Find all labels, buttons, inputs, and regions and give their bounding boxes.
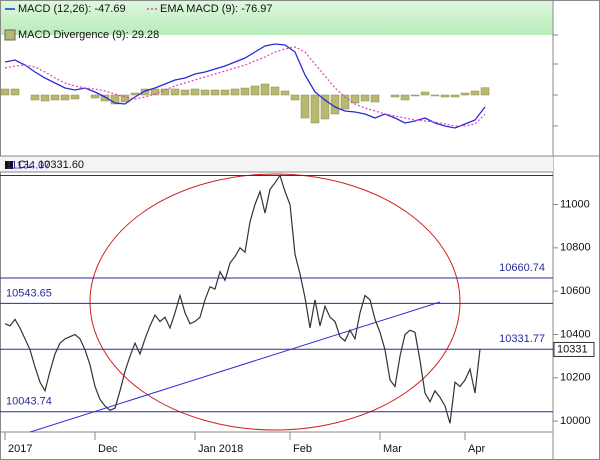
divergence-bar	[10, 88, 20, 96]
last-price-label: 10331	[557, 343, 588, 355]
price-header-bg	[0, 156, 553, 172]
divergence-bar	[440, 94, 450, 98]
divergence-bar	[100, 94, 110, 102]
divergence-bar	[320, 94, 330, 120]
divergence-bar	[230, 88, 240, 96]
divergence-bar	[370, 94, 380, 103]
divergence-bar	[200, 89, 210, 96]
x-tick-label: Feb	[293, 443, 312, 455]
divergence-bar	[350, 94, 360, 104]
level-label: 10660.74	[499, 262, 545, 274]
divergence-bar	[110, 94, 120, 105]
divergence-bar	[450, 94, 460, 98]
y-tick-label: 10400	[560, 328, 591, 340]
divergence-bar	[290, 94, 300, 101]
divergence-bar	[30, 94, 40, 101]
x-tick-label: Mar	[383, 443, 402, 455]
legend-entry: MACD (12,26): -47.69	[18, 3, 126, 15]
header-icon	[5, 161, 13, 169]
divergence-bar	[40, 94, 50, 102]
y-tick-label: 10600	[560, 285, 591, 297]
x-tick-label: Apr	[468, 443, 485, 455]
divergence-bar	[270, 86, 280, 96]
divergence-bar	[140, 88, 150, 96]
macd-line	[4, 46, 486, 127]
y-tick-label: 10200	[560, 372, 591, 384]
legend-area	[0, 0, 553, 35]
divergence-bar	[210, 89, 220, 96]
divergence-bar	[430, 94, 440, 97]
divergence-bar	[310, 94, 320, 124]
divergence-bar	[240, 87, 250, 96]
divergence-bar	[160, 88, 170, 96]
y-tick-label: 10000	[560, 415, 591, 427]
divergence-bar	[400, 94, 410, 101]
divergence-bar	[60, 94, 70, 101]
x-tick-label: Dec	[98, 443, 118, 455]
price-header: CL: 10331.60	[18, 159, 84, 171]
annotation-ellipse	[89, 173, 461, 431]
legend-swatch	[4, 29, 16, 41]
divergence-bar	[280, 90, 290, 96]
divergence-bar	[340, 94, 350, 110]
x-tick-label: 2017	[8, 443, 32, 455]
divergence-bar	[300, 94, 310, 119]
legend-entry: MACD Divergence (9): 29.28	[18, 29, 159, 41]
divergence-bar	[390, 94, 400, 98]
legend-entry: EMA MACD (9): -76.97	[160, 3, 272, 15]
divergence-bar	[190, 88, 200, 96]
last-price-tag	[553, 341, 595, 357]
x-tick-label: Jan 2018	[198, 443, 243, 455]
divergence-bar	[480, 87, 490, 96]
divergence-bar	[410, 94, 420, 97]
divergence-bar	[470, 90, 480, 96]
divergence-bar	[250, 85, 260, 96]
price-line	[4, 174, 481, 424]
level-label: 11134.07	[6, 159, 50, 171]
divergence-bar	[360, 94, 370, 102]
divergence-bar	[120, 94, 130, 103]
level-label: 10543.65	[6, 287, 52, 299]
divergence-bar	[220, 89, 230, 96]
trendline	[28, 301, 441, 432]
divergence-bar	[420, 91, 430, 96]
divergence-bar	[260, 83, 270, 96]
level-label: 10043.74	[6, 396, 52, 408]
divergence-bar	[70, 94, 80, 100]
divergence-bar	[180, 89, 190, 96]
y-tick-label: 10800	[560, 242, 591, 254]
y-tick-label: 11000	[560, 198, 590, 210]
divergence-bar	[170, 88, 180, 96]
divergence-bar	[50, 94, 60, 101]
divergence-bar	[460, 92, 470, 96]
level-label: 10331.77	[499, 333, 545, 345]
divergence-bar	[0, 88, 10, 96]
divergence-bar	[90, 94, 100, 99]
